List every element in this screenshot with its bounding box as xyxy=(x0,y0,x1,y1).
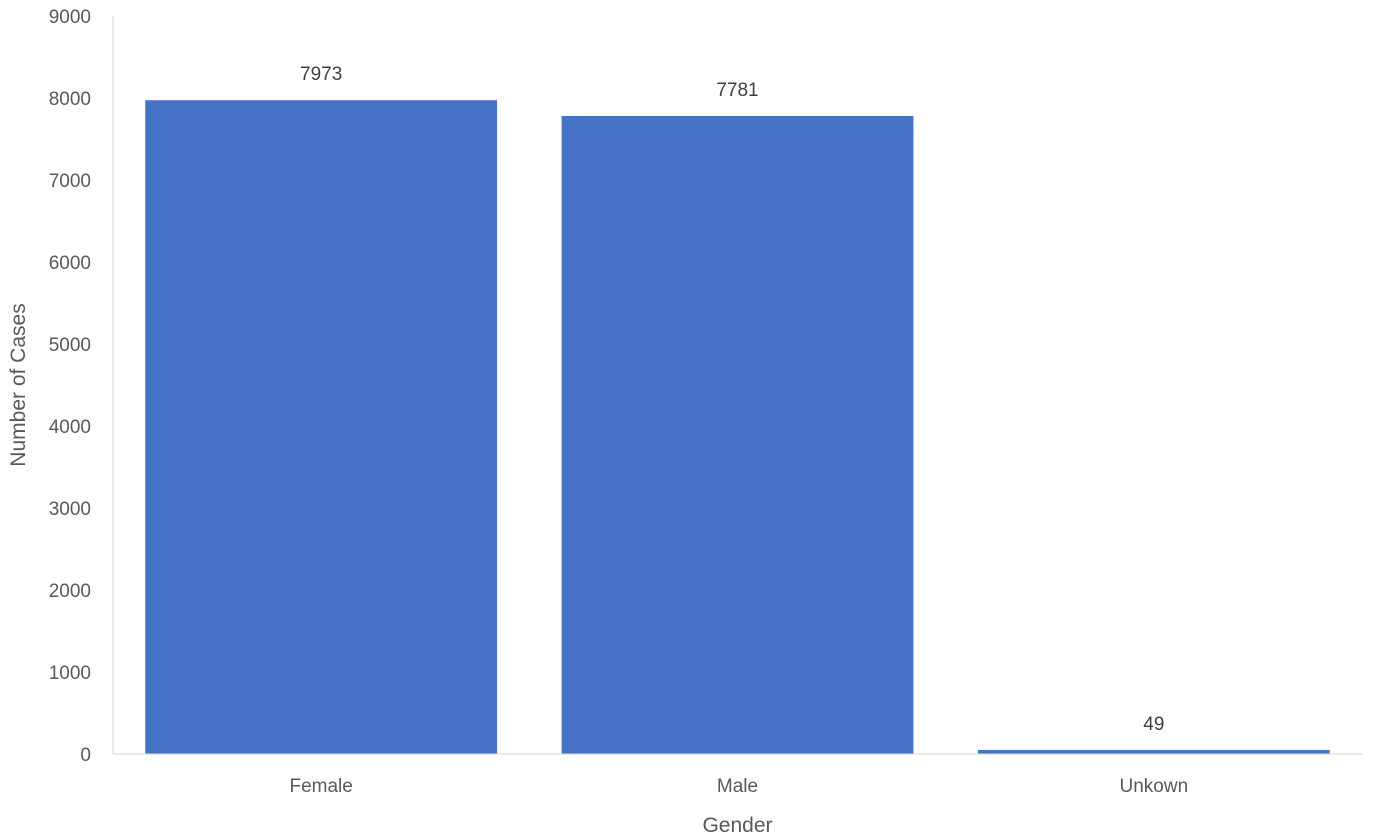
x-category-label: Unkown xyxy=(1120,776,1189,797)
bars xyxy=(145,100,1330,755)
x-category-label: Female xyxy=(289,776,352,797)
y-tick-label: 9000 xyxy=(49,7,91,28)
bar-female xyxy=(145,100,498,755)
y-tick-label: 6000 xyxy=(49,253,91,274)
x-axis-category-labels: Female Male Unkown xyxy=(289,776,1188,797)
y-tick-label: 8000 xyxy=(49,89,91,110)
y-tick-label: 4000 xyxy=(49,417,91,438)
y-tick-label: 7000 xyxy=(49,171,91,192)
y-tick-label: 3000 xyxy=(49,499,91,520)
data-labels: 7973 7781 49 xyxy=(300,64,1164,735)
y-axis-title: Number of Cases xyxy=(7,303,30,466)
data-label: 7973 xyxy=(300,64,342,85)
y-tick-label: 1000 xyxy=(49,663,91,684)
x-category-label: Male xyxy=(717,776,758,797)
bar-male xyxy=(561,115,914,754)
y-axis-ticks: 0 1000 2000 3000 4000 5000 6000 7000 8000 9000 xyxy=(49,7,91,766)
y-tick-label: 5000 xyxy=(49,335,91,356)
x-axis-title: Gender xyxy=(702,814,772,837)
bar-unkown xyxy=(977,749,1330,754)
y-tick-label: 2000 xyxy=(49,581,91,602)
data-label: 49 xyxy=(1143,714,1164,735)
y-tick-label: 0 xyxy=(80,745,91,766)
data-label: 7781 xyxy=(716,80,758,101)
